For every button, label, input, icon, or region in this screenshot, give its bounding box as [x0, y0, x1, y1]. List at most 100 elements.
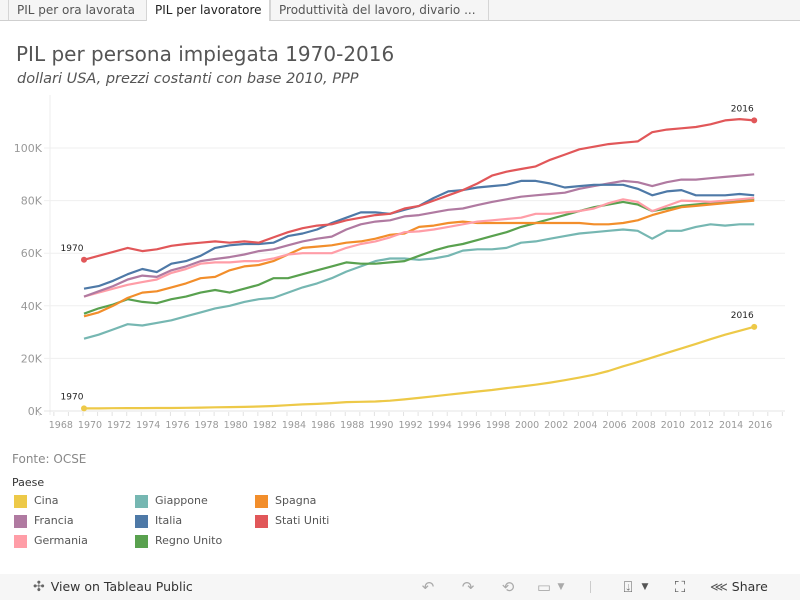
share-button[interactable]: ⋘ Share [710, 574, 768, 600]
tab-pil-per-ora-lavorata[interactable]: PIL per ora lavorata [8, 0, 146, 20]
y-tick-label: 100K [14, 142, 43, 155]
annotation-label: 2016 [731, 311, 754, 321]
fullscreen-icon[interactable]: ⛶ [674, 578, 686, 596]
x-tick-label: 1976 [165, 420, 189, 431]
legend-swatch [14, 494, 27, 508]
x-tick-label: 1984 [282, 420, 306, 431]
legend-swatch [135, 494, 148, 508]
x-tick-label: 1972 [107, 420, 131, 431]
legend-swatch [135, 534, 148, 548]
legend-swatch [135, 514, 148, 528]
x-tick-label: 1978 [194, 420, 218, 431]
legend-item-spagna[interactable]: Spagna [255, 493, 316, 509]
toolbar-divider [590, 581, 591, 593]
refresh-icon[interactable]: ▭ [536, 578, 552, 596]
download-dropdown-icon[interactable]: ▼ [641, 582, 649, 592]
y-tick-label: 40K [21, 300, 43, 313]
legend-label: Francia [34, 514, 74, 527]
y-tick-label: 20K [21, 352, 43, 365]
x-tick-label: 2010 [661, 420, 685, 431]
legend-label: Cina [34, 494, 59, 507]
legend-item-germania[interactable]: Germania [14, 533, 88, 549]
share-label: Share [731, 579, 768, 594]
legend-item-regno-unito[interactable]: Regno Unito [135, 533, 222, 549]
tab-pil-per-lavoratore[interactable]: PIL per lavoratore [146, 0, 270, 21]
legend: Cina Francia Germania Giappone Italia Re… [14, 493, 434, 553]
revert-icon[interactable]: ⟲ [501, 578, 515, 596]
x-tick-label: 2008 [632, 420, 656, 431]
redo-icon[interactable]: ↷ [461, 578, 475, 596]
x-tick-label: 2012 [690, 420, 714, 431]
x-tick-label: 1994 [428, 420, 452, 431]
annotation-label: 2016 [731, 104, 754, 114]
legend-swatch [14, 534, 27, 548]
legend-swatch [255, 494, 268, 508]
x-tick-label: 2014 [719, 420, 743, 431]
annotation-label: 1970 [61, 244, 84, 254]
legend-label: Italia [155, 514, 183, 527]
legend-label: Germania [34, 534, 88, 547]
annotations: 1970 2016 1970 2016 [61, 104, 758, 412]
chart-subtitle: dollari USA, prezzi costanti con base 20… [17, 71, 359, 87]
legend-swatch [14, 514, 27, 528]
x-tick-label: 2006 [602, 420, 626, 431]
tab-produttivita-divario[interactable]: Produttività del lavoro, divario ... [270, 0, 488, 20]
x-axis: 1968 1970 1972 1974 1976 1978 1980 1982 1984 1986… [38, 412, 783, 431]
legend-item-italia[interactable]: Italia [135, 513, 182, 529]
x-tick-label: 1968 [49, 420, 73, 431]
x-tick-label: 2016 [748, 420, 772, 431]
legend-item-francia[interactable]: Francia [14, 513, 74, 529]
series-line-italia [83, 179, 755, 290]
y-tick-label: 80K [21, 195, 43, 208]
undo-icon[interactable]: ↶ [421, 578, 435, 596]
series-line-francia [83, 173, 755, 298]
view-on-tableau-public-button[interactable]: ✣ View on Tableau Public [33, 574, 193, 600]
legend-label: Stati Uniti [275, 514, 330, 527]
x-tick-label: 2002 [544, 420, 568, 431]
x-tick-label: 1998 [486, 420, 510, 431]
x-tick-label: 1990 [369, 420, 393, 431]
annotation-marker [81, 405, 87, 412]
tableau-logo-icon: ✣ [33, 579, 45, 595]
x-tick-label: 1986 [311, 420, 335, 431]
annotation-marker [81, 256, 87, 263]
legend-item-cina[interactable]: Cina [14, 493, 58, 509]
x-tick-label: 1970 [78, 420, 102, 431]
x-tick-label: 1980 [224, 420, 248, 431]
series-line-germania [83, 196, 755, 298]
legend-label: Spagna [275, 494, 317, 507]
x-tick-label: 1996 [457, 420, 481, 431]
x-tick-label: 2004 [573, 420, 597, 431]
series-lines [83, 118, 755, 410]
source-note: Fonte: OCSE [12, 452, 87, 466]
legend-label: Regno Unito [155, 534, 223, 547]
tableau-toolbar: ✣ View on Tableau Public ↶ ↷ ⟲ ▭ ▼ ⍗ ▼ ⛶ … [0, 574, 800, 600]
tab-bar: PIL per ora lavorata PIL per lavoratore … [0, 0, 800, 21]
tab-divider [488, 0, 490, 20]
legend-swatch [255, 514, 268, 528]
series-line-spagna [83, 199, 755, 318]
annotation-marker [751, 323, 758, 330]
annotation-label: 1970 [61, 392, 84, 402]
legend-title: Paese [12, 476, 45, 489]
series-line-cina [84, 325, 755, 410]
legend-item-giappone[interactable]: Giappone [135, 493, 208, 509]
x-tick-label: 1988 [340, 420, 364, 431]
series-line-regno-unito [83, 198, 755, 315]
download-icon[interactable]: ⍗ [623, 578, 633, 596]
chart-title: PIL per persona impiegata 1970-2016 [16, 42, 395, 66]
share-icon: ⋘ [710, 579, 728, 594]
x-tick-label: 1982 [253, 420, 277, 431]
refresh-dropdown-icon[interactable]: ▼ [557, 582, 565, 592]
legend-label: Giappone [155, 494, 208, 507]
x-tick-label: 1974 [136, 420, 160, 431]
y-axis: 0K 20K 40K 60K 80K 100K [14, 142, 43, 418]
series-line-stati-uniti [83, 118, 755, 261]
view-on-tableau-label: View on Tableau Public [50, 579, 193, 594]
gridlines [44, 95, 785, 415]
y-tick-label: 60K [21, 247, 43, 260]
x-tick-label: 1992 [398, 420, 422, 431]
x-tick-label: 2000 [515, 420, 539, 431]
legend-item-stati-uniti[interactable]: Stati Uniti [255, 513, 329, 529]
